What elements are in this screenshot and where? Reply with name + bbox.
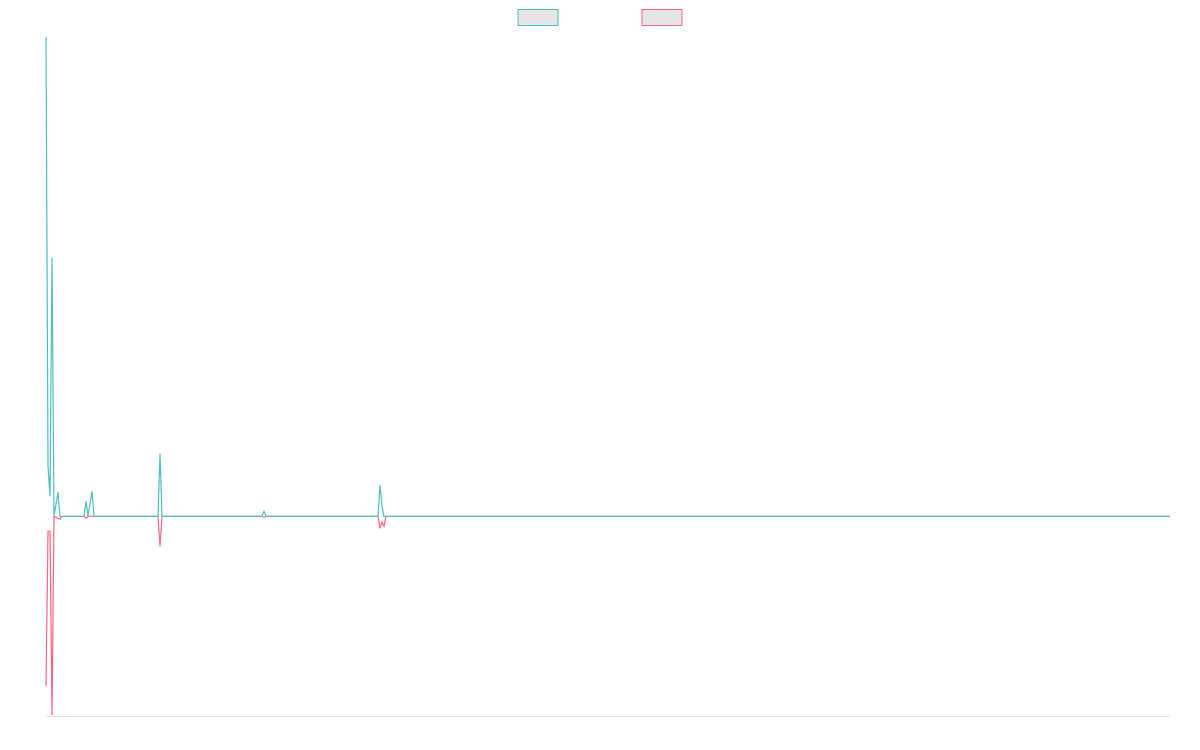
- series-line: [45, 515, 1170, 716]
- series-line: [45, 36, 1170, 517]
- legend-swatch[interactable]: [641, 9, 683, 26]
- legend-swatch[interactable]: [517, 9, 559, 26]
